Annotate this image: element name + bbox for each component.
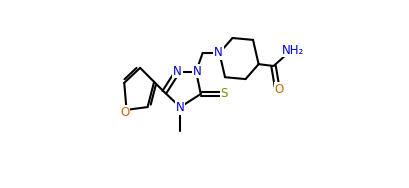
Text: NH₂: NH₂	[282, 44, 304, 57]
Text: N: N	[173, 64, 182, 77]
Text: O: O	[120, 106, 130, 119]
Text: N: N	[176, 102, 184, 114]
Text: N: N	[193, 64, 201, 77]
Text: N: N	[214, 46, 223, 59]
Text: S: S	[220, 87, 228, 101]
Text: O: O	[274, 83, 284, 96]
